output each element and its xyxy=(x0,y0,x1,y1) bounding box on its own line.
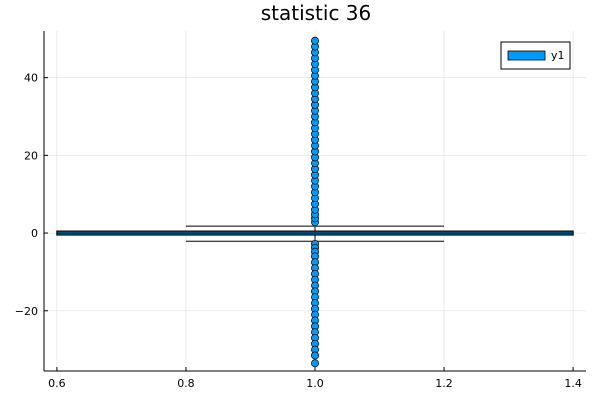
x-tick-label: 0.6 xyxy=(48,377,66,390)
x-axis-ticks: 0.6 0.8 1.0 1.2 1.4 xyxy=(48,367,582,390)
legend: y1 xyxy=(500,41,571,70)
y-tick-label: 40 xyxy=(24,72,38,85)
box-layer xyxy=(56,230,574,236)
legend-swatch-y1 xyxy=(507,50,546,61)
y-axis-ticks: −20 0 20 40 xyxy=(15,72,48,318)
outlier-point xyxy=(311,359,319,368)
x-tick-label: 1.2 xyxy=(435,377,453,390)
outlier-layer xyxy=(311,36,319,368)
outlier-point xyxy=(311,351,319,360)
outlier-point xyxy=(311,36,319,45)
y-tick-label: −20 xyxy=(15,305,38,318)
legend-label-y1: y1 xyxy=(551,49,565,62)
x-tick-label: 0.8 xyxy=(177,377,195,390)
x-tick-label: 1.0 xyxy=(306,377,324,390)
y-tick-label: 20 xyxy=(24,149,38,162)
x-tick-label: 1.4 xyxy=(564,377,582,390)
chart-title: statistic 36 xyxy=(261,1,372,25)
y-tick-label: 0 xyxy=(31,227,38,240)
